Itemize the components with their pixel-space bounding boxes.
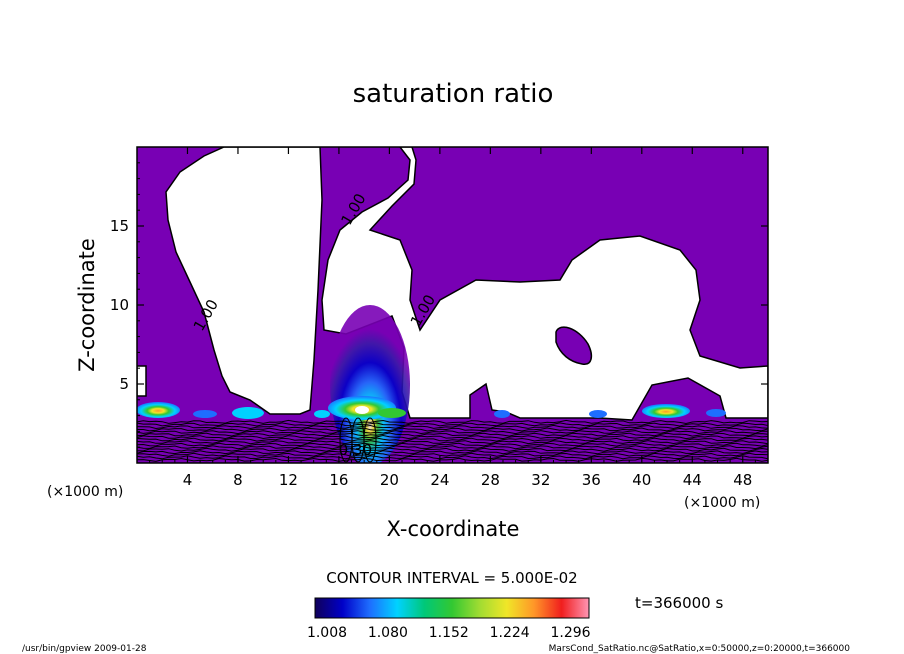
footer-left: /usr/bin/gpview 2009-01-28 — [22, 644, 147, 654]
contour-line — [137, 452, 768, 457]
contour-line — [137, 442, 768, 447]
x-tick-label: 32 — [531, 471, 550, 489]
contour-line — [137, 457, 768, 462]
x-tick-label: 12 — [279, 471, 298, 489]
patch-8 — [642, 404, 690, 418]
y-axis-ticks: 5 10 15 — [110, 162, 768, 448]
contour-line — [137, 419, 768, 425]
footer-right: MarsCond_SatRatio.nc@SatRatio,x=0:50000,… — [549, 644, 851, 654]
y-axis-title: Z-coordinate — [75, 238, 99, 372]
unsaturated-region-left — [137, 365, 147, 397]
x-tick-label: 40 — [632, 471, 651, 489]
x-tick-label: 48 — [733, 471, 752, 489]
x-tick-label: 16 — [329, 471, 348, 489]
patch-5 — [378, 408, 406, 418]
contour-line — [137, 450, 768, 455]
x-unit-left: (×1000 m) — [47, 484, 123, 500]
colorbar-tick-label: 1.008 — [307, 625, 347, 641]
contour-line — [137, 427, 768, 432]
y-tick-label: 15 — [110, 217, 129, 235]
contour-label: 0.30 — [339, 441, 372, 459]
plume-peak — [355, 406, 369, 414]
time-label: t=366000 s — [635, 594, 723, 612]
contour-line — [137, 447, 768, 452]
colorbar-tick-label: 1.152 — [429, 625, 469, 641]
plot-area — [137, 147, 768, 463]
patch-3 — [232, 407, 264, 419]
patch-2 — [193, 410, 217, 418]
x-axis-ticks: 4 8 12 16 20 24 28 32 36 40 44 48 — [149, 147, 756, 489]
contour-line — [137, 432, 768, 437]
x-axis-title: X-coordinate — [387, 517, 520, 541]
unsaturated-region-right — [321, 147, 768, 421]
x-tick-label: 36 — [582, 471, 601, 489]
contour-labels: 1.001.00 1.000.30 — [190, 190, 439, 459]
contour-line — [137, 434, 768, 440]
x-tick-label: 4 — [183, 471, 193, 489]
y-tick-label: 5 — [119, 375, 129, 393]
x-tick-label: 44 — [683, 471, 702, 489]
contour-line — [137, 440, 768, 445]
patch-4 — [314, 410, 330, 418]
colorbar — [314, 597, 590, 619]
contour-line — [137, 424, 768, 430]
contour-line — [137, 445, 768, 450]
column-contours — [339, 417, 377, 463]
chart-title: saturation ratio — [353, 79, 554, 109]
subsaturated-contours — [137, 419, 768, 462]
patch-6 — [494, 410, 510, 418]
contour-line — [137, 437, 768, 442]
contour-interval: CONTOUR INTERVAL = 5.000E-02 — [326, 569, 577, 587]
colorbar-tick-label: 1.224 — [490, 625, 530, 641]
colorbar-tick-label: 1.080 — [368, 625, 408, 641]
contour-line — [137, 422, 768, 427]
patch-1 — [137, 402, 180, 418]
supersaturated-island — [555, 326, 593, 365]
patch-9 — [706, 409, 726, 417]
unsaturated-region-upper-left — [165, 147, 323, 415]
x-tick-label: 24 — [430, 471, 449, 489]
x-tick-label: 28 — [481, 471, 500, 489]
patch-7 — [589, 410, 607, 418]
x-unit-right: (×1000 m) — [684, 495, 760, 511]
colorbar-tick-label: 1.296 — [551, 625, 591, 641]
y-tick-label: 10 — [110, 296, 129, 314]
contour-line — [137, 455, 768, 460]
x-tick-label: 8 — [233, 471, 243, 489]
colorbar-ticks: 1.008 1.080 1.152 1.224 1.296 — [307, 625, 591, 641]
contour-line — [137, 430, 768, 435]
x-tick-label: 20 — [380, 471, 399, 489]
